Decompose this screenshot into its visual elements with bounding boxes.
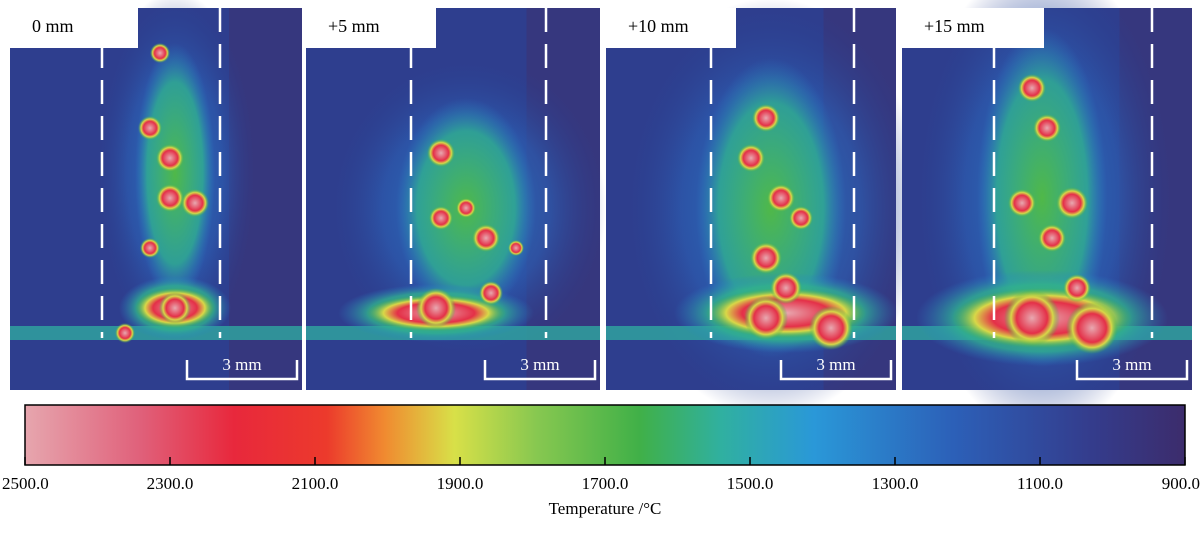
scale-bar	[1075, 360, 1189, 381]
panel-label: +5 mm	[328, 16, 380, 36]
colorbar	[24, 404, 1186, 466]
label-box	[306, 8, 436, 48]
panel-label: +15 mm	[924, 16, 985, 36]
colorbar-tick-label: 1100.0	[1017, 474, 1063, 493]
hot-spot	[767, 184, 795, 212]
hot-spot	[737, 144, 765, 172]
panel-label: +10 mm	[628, 16, 689, 36]
scale-label: 3 mm	[520, 355, 559, 374]
colorbar-gradient	[24, 404, 1186, 466]
panel-label: 0 mm	[32, 16, 74, 36]
hot-spot	[1066, 302, 1118, 354]
hot-spot	[1004, 290, 1060, 346]
scale-bar	[483, 360, 597, 381]
colorbar-tick-label: 2500.0	[2, 474, 49, 493]
warm-column	[135, 43, 215, 303]
colorbar-tick-label: 2300.0	[147, 474, 194, 493]
colorbar-tick-label: 900.0	[1162, 474, 1200, 493]
hot-spot	[1008, 189, 1036, 217]
hot-spot	[809, 306, 853, 350]
thermal-panel: +10 mm 3 mm	[606, 0, 921, 418]
hot-spot	[1056, 187, 1088, 219]
scale-label: 3 mm	[222, 355, 261, 374]
hot-spot	[416, 288, 456, 328]
label-box	[902, 8, 1044, 48]
hot-spot	[750, 242, 782, 274]
hot-spot	[789, 206, 813, 230]
panels: 0 mm 3 mm +5 mm 3 mm +10 mm 3 mm +15 mm 3 mm	[10, 0, 1192, 436]
hot-spot	[429, 206, 453, 230]
hot-spot	[115, 323, 135, 343]
hot-spot	[1038, 224, 1066, 252]
label-box	[606, 8, 736, 48]
hot-spot	[138, 116, 162, 140]
hot-spot	[508, 240, 524, 256]
hot-spot	[140, 238, 160, 258]
hot-spot	[427, 139, 455, 167]
scale-label: 3 mm	[1112, 355, 1151, 374]
colorbar-tick-label: 1900.0	[437, 474, 484, 493]
hot-spot	[456, 198, 476, 218]
colorbar-tick-label: 1300.0	[872, 474, 919, 493]
hot-spot	[1033, 114, 1061, 142]
hot-spot	[156, 184, 184, 212]
hot-spot	[159, 292, 191, 324]
scale-label: 3 mm	[816, 355, 855, 374]
thermal-panel: +5 mm 3 mm	[306, 8, 606, 390]
scale-bar	[779, 360, 893, 381]
thermal-panel: +15 mm 3 mm	[902, 0, 1192, 436]
colorbar-tick-label: 1700.0	[582, 474, 629, 493]
hot-spot	[150, 43, 170, 63]
hot-spot	[744, 296, 788, 340]
hot-spot	[752, 104, 780, 132]
thermal-panel: 0 mm 3 mm	[10, 0, 302, 390]
hot-spot	[472, 224, 500, 252]
label-box	[10, 8, 138, 48]
colorbar-title: Temperature /°C	[549, 499, 662, 518]
hot-spot	[479, 281, 503, 305]
colorbar-tick-label: 2100.0	[292, 474, 339, 493]
colorbar-tick-label: 1500.0	[727, 474, 774, 493]
scale-bar	[185, 360, 299, 381]
hot-spot	[770, 272, 802, 304]
hot-spot	[1018, 74, 1046, 102]
hot-spot	[1063, 274, 1091, 302]
hot-spot	[181, 189, 209, 217]
hot-spot	[156, 144, 184, 172]
